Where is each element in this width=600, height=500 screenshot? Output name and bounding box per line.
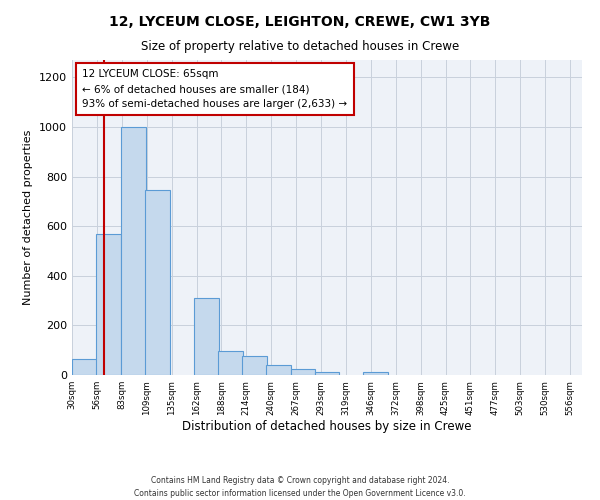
Text: Size of property relative to detached houses in Crewe: Size of property relative to detached ho… [141,40,459,53]
Y-axis label: Number of detached properties: Number of detached properties [23,130,34,305]
Bar [364,372,388,375]
Bar [290,369,316,375]
Bar [266,365,290,375]
Text: 12, LYCEUM CLOSE, LEIGHTON, CREWE, CW1 3YB: 12, LYCEUM CLOSE, LEIGHTON, CREWE, CW1 3… [109,15,491,29]
Bar [314,372,340,375]
Bar [194,298,218,375]
Bar [242,356,266,375]
X-axis label: Distribution of detached houses by size in Crewe: Distribution of detached houses by size … [182,420,472,434]
Bar [121,127,146,375]
Bar [72,359,97,375]
Text: Contains HM Land Registry data © Crown copyright and database right 2024.
Contai: Contains HM Land Registry data © Crown c… [134,476,466,498]
Text: 12 LYCEUM CLOSE: 65sqm
← 6% of detached houses are smaller (184)
93% of semi-det: 12 LYCEUM CLOSE: 65sqm ← 6% of detached … [82,70,347,109]
Bar [218,352,242,375]
Bar [145,190,170,375]
Bar [96,234,121,375]
